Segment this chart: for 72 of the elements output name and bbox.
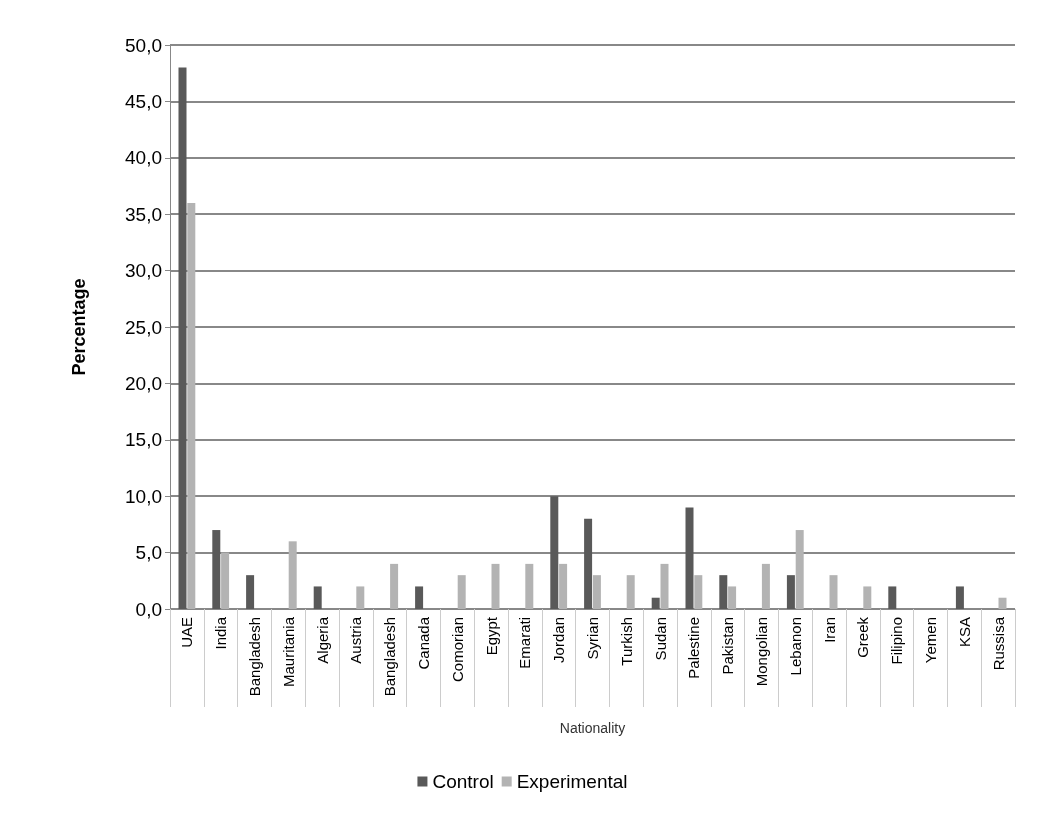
x-tick-label: Russisa: [989, 616, 1007, 671]
x-tick-label: Palestine: [685, 617, 703, 679]
x-tick-label: KSA: [955, 617, 973, 648]
x-tick-label: Yemen: [922, 617, 939, 664]
bar: [829, 575, 838, 609]
bar: [550, 496, 559, 609]
x-tick-label: Greek: [854, 616, 872, 658]
x-tick-label: Austria: [347, 616, 365, 664]
bar: [584, 518, 593, 609]
bar: [559, 563, 568, 609]
bar: [863, 586, 872, 609]
x-tick-label: Mongolian: [753, 617, 770, 687]
bar: [651, 597, 660, 609]
y-tick-label: 50,0: [125, 34, 162, 56]
bar: [356, 586, 365, 609]
x-tick-label: Emarati: [516, 617, 534, 669]
bar: [685, 507, 694, 609]
bar: [761, 563, 770, 609]
x-tick-label: India: [212, 616, 230, 650]
bar: [212, 530, 221, 609]
bar: [888, 586, 897, 609]
x-tick-label: Lebanon: [786, 617, 804, 676]
bar: [525, 563, 534, 609]
bar: [313, 586, 322, 609]
bar: [786, 575, 795, 609]
legend-label: Control: [432, 771, 494, 792]
x-tick-label: Sudan: [651, 617, 669, 661]
y-tick-label: 40,0: [125, 147, 162, 169]
bar: [246, 575, 255, 609]
x-tick-label: Bangladesh: [381, 617, 399, 697]
y-axis-title: Percentage: [69, 278, 89, 376]
bar: [178, 67, 187, 609]
x-tick-label: Mauritania: [279, 616, 297, 688]
bar: [187, 202, 196, 609]
bar: [415, 586, 424, 609]
bar: [955, 586, 964, 609]
bar: [728, 586, 737, 609]
x-tick-label: Canada: [415, 616, 432, 670]
y-tick-label: 45,0: [125, 90, 162, 112]
y-tick-label: 5,0: [135, 542, 162, 564]
x-tick-label: Syrian: [584, 617, 601, 660]
bar: [795, 530, 804, 609]
bar: [660, 563, 669, 609]
bar: [998, 597, 1007, 609]
x-tick-label: Pakistan: [719, 617, 737, 675]
bar: [592, 575, 601, 609]
x-tick-label: Egypt: [482, 616, 500, 656]
bar: [390, 563, 399, 609]
bar: [491, 563, 500, 609]
legend-label: Experimental: [516, 771, 628, 792]
x-tick-label: Filipino: [888, 617, 906, 665]
y-tick-label: 25,0: [125, 316, 162, 338]
bar: [288, 541, 297, 609]
y-tick-label: 20,0: [125, 372, 162, 394]
bar: [626, 575, 635, 609]
x-tick-label: Turkish: [617, 617, 635, 666]
x-tick-label: Bangladesh: [246, 617, 263, 697]
y-tick-label: 35,0: [125, 203, 162, 225]
x-tick-label: Comorian: [448, 617, 466, 683]
y-tick-label: 30,0: [125, 260, 162, 282]
bar: [457, 575, 466, 609]
y-tick-label: 15,0: [125, 429, 162, 451]
y-tick-label: 10,0: [125, 485, 162, 507]
bar: [694, 575, 703, 609]
y-tick-label: 0,0: [135, 598, 162, 620]
x-axis-title: Nationality: [559, 720, 626, 736]
x-tick-label: UAE: [178, 617, 196, 648]
bar: [719, 575, 728, 609]
bar: [221, 552, 230, 609]
x-tick-label: Iran: [820, 617, 838, 643]
x-tick-label: Algeria: [313, 616, 331, 664]
x-tick-label: Jordan: [550, 617, 568, 663]
